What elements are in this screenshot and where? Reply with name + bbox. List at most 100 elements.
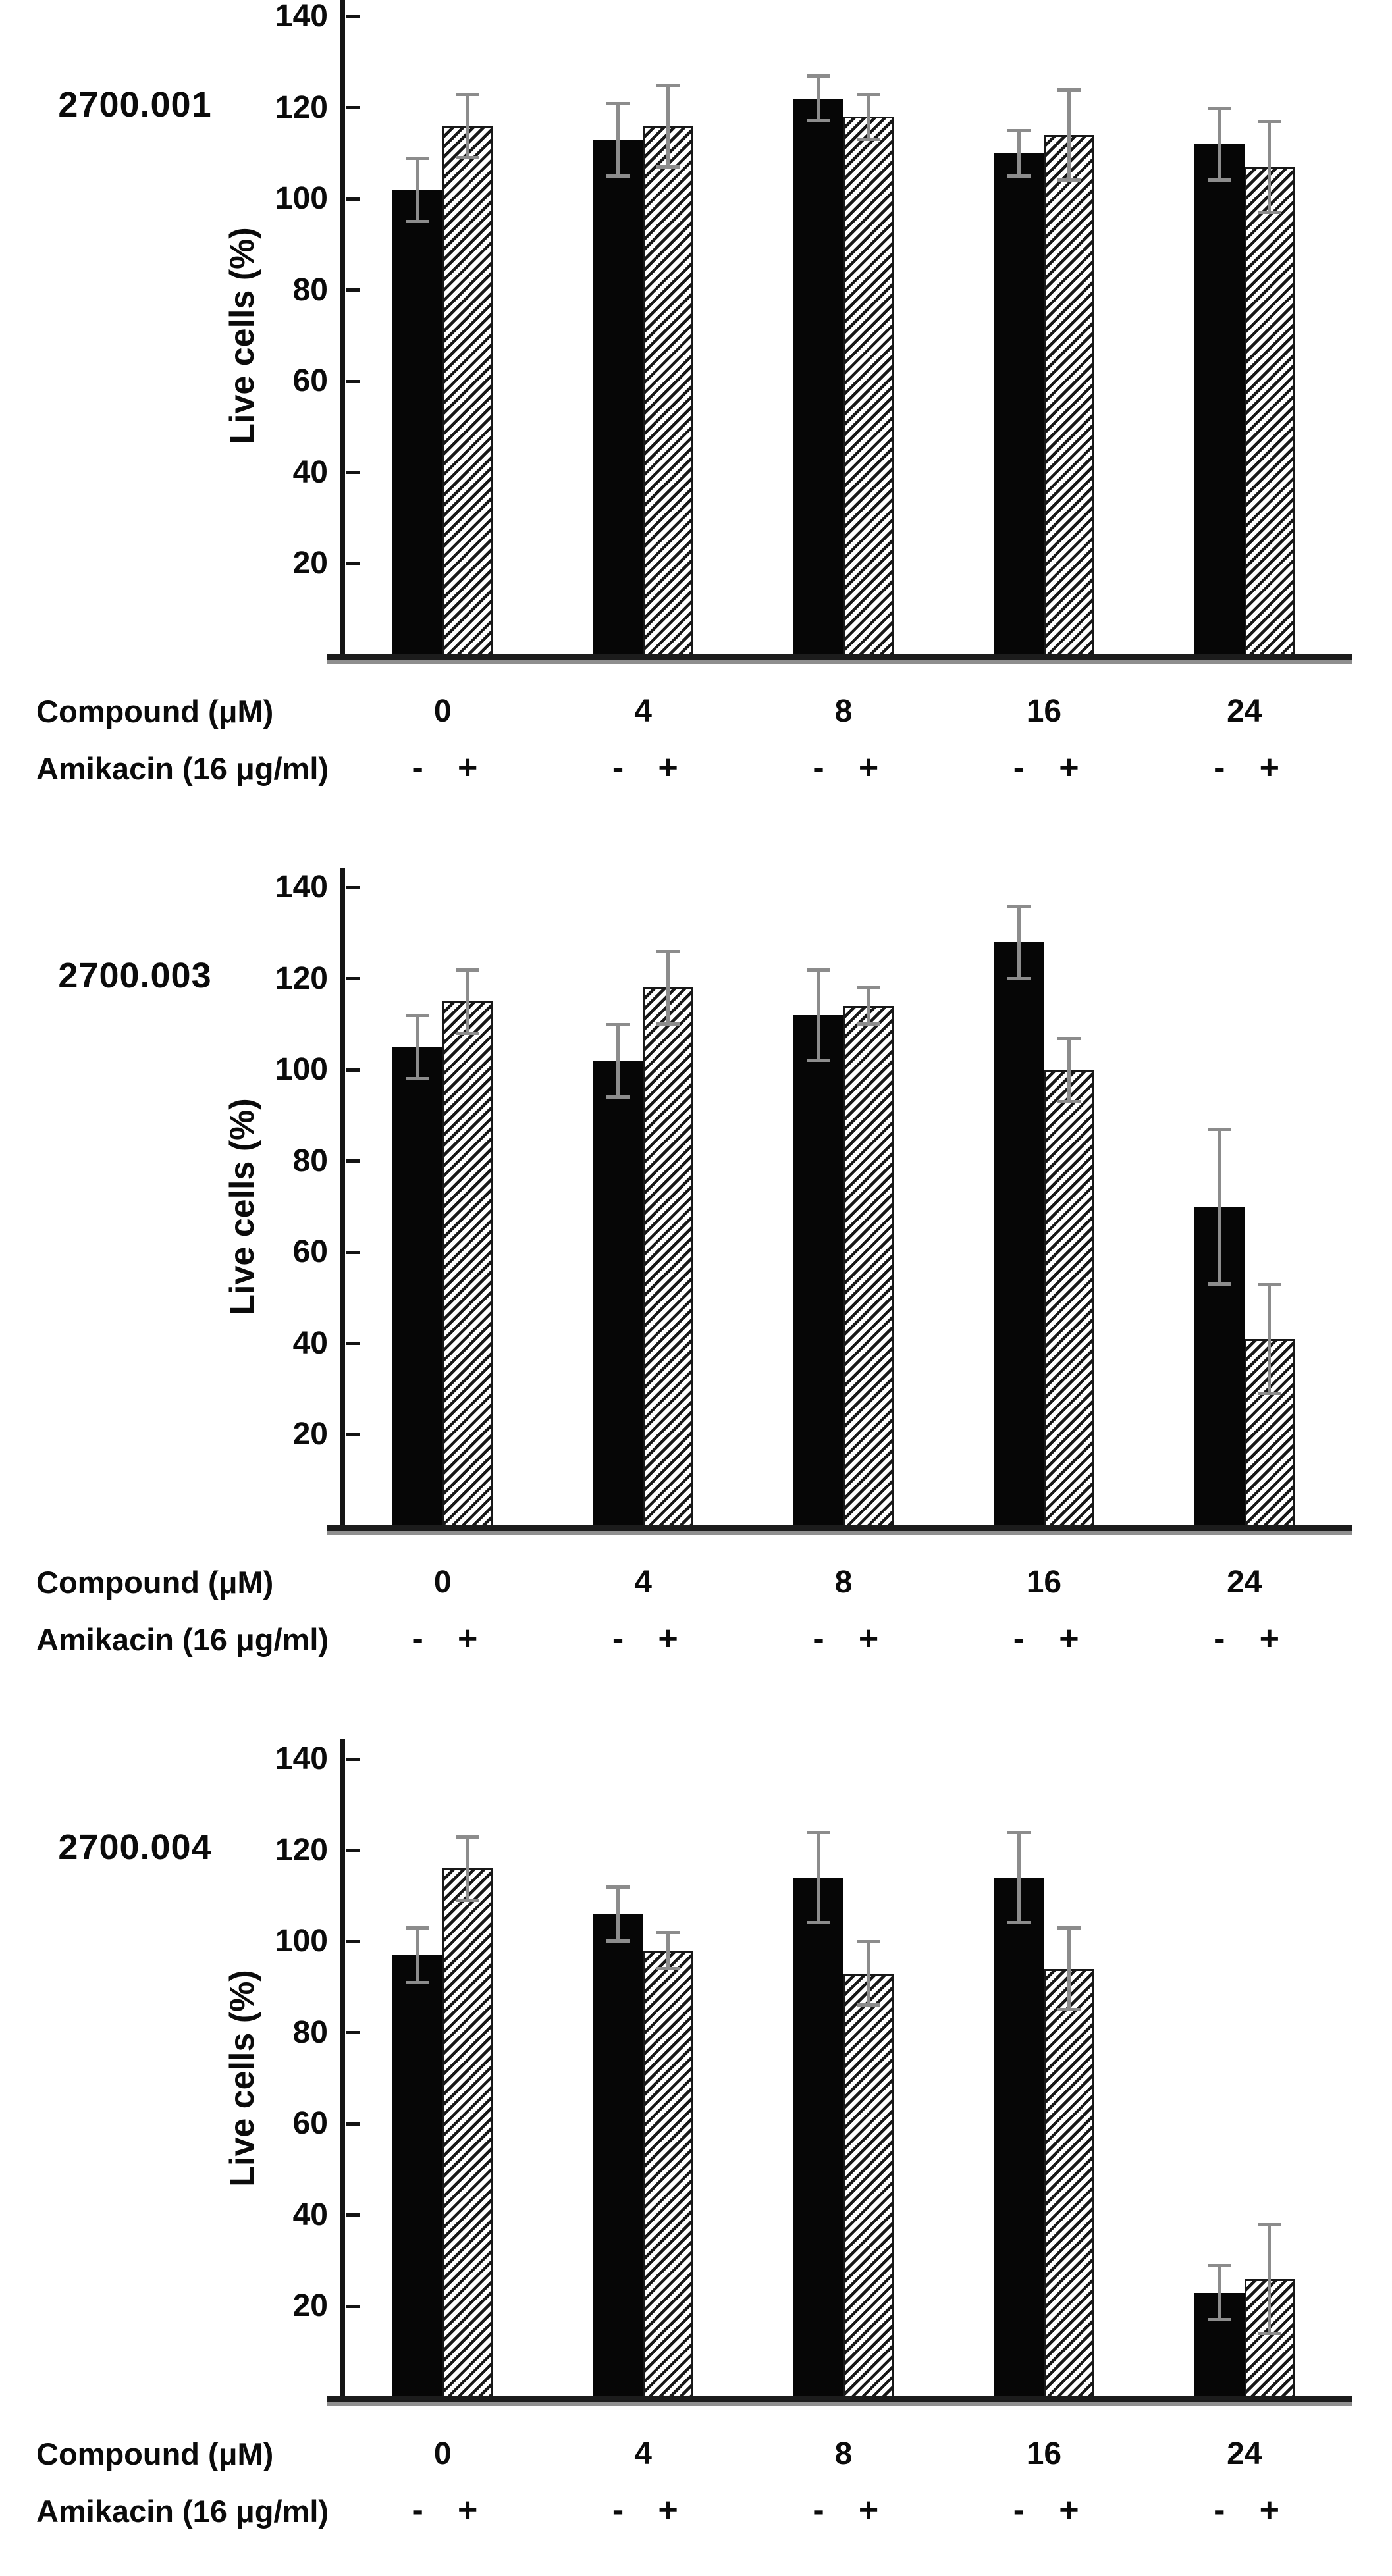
bar-solid-24 — [1194, 2292, 1245, 2400]
y-tick-label-80: 80 — [292, 2014, 328, 2050]
error-cap-bottom-hatched-4 — [656, 165, 680, 169]
error-bar-solid-16 — [1017, 905, 1021, 979]
error-bar-hatched-24 — [1268, 1284, 1272, 1394]
error-cap-bottom-solid-0 — [406, 1980, 430, 1984]
error-bar-solid-8 — [816, 1831, 820, 1924]
x-category-4: 4 — [634, 1565, 652, 1600]
y-tick-label-120: 120 — [275, 960, 328, 996]
x-category-8: 8 — [834, 2436, 853, 2471]
amikacin-plus-0: + — [458, 1619, 478, 1658]
error-bar-hatched-16 — [1067, 1928, 1071, 2011]
error-bar-hatched-16 — [1067, 1038, 1071, 1102]
error-cap-top-hatched-24 — [1257, 120, 1281, 124]
bar-hatched-4 — [643, 1951, 693, 2400]
amikacin-plus-8: + — [858, 749, 879, 787]
error-cap-top-hatched-4 — [656, 83, 680, 87]
error-cap-bottom-hatched-4 — [656, 1022, 680, 1026]
x-category-0: 0 — [433, 2436, 452, 2471]
error-bar-hatched-16 — [1067, 89, 1071, 181]
error-cap-bottom-hatched-16 — [1057, 178, 1081, 182]
bar-solid-0 — [392, 1955, 443, 2400]
y-tick-140 — [346, 1757, 360, 1761]
error-cap-bottom-hatched-16 — [1057, 1099, 1081, 1103]
bar-hatched-8 — [843, 1973, 894, 2400]
error-bar-solid-0 — [415, 1928, 419, 1983]
x-baseline-shadow — [327, 1531, 1352, 1535]
error-cap-top-solid-24 — [1207, 1128, 1231, 1132]
y-tick-label-20: 20 — [292, 546, 328, 581]
amikacin-plus-4: + — [658, 749, 678, 787]
y-tick-label-100: 100 — [275, 181, 328, 217]
y-tick-label-120: 120 — [275, 1832, 328, 1868]
amikacin-minus-0: - — [412, 749, 423, 787]
amikacin-minus-24: - — [1214, 1619, 1225, 1658]
x-baseline — [327, 654, 1352, 660]
x-category-0: 0 — [433, 1565, 452, 1600]
error-bar-solid-16 — [1017, 1831, 1021, 1924]
error-bar-solid-4 — [616, 1887, 620, 1942]
error-cap-top-hatched-16 — [1057, 88, 1081, 92]
error-cap-bottom-solid-4 — [606, 1095, 630, 1099]
bar-solid-16 — [994, 942, 1044, 1528]
error-cap-bottom-hatched-8 — [857, 1022, 880, 1026]
amikacin-minus-4: - — [612, 749, 624, 787]
y-axis-title: Live cells (%) — [223, 227, 261, 444]
error-cap-top-hatched-8 — [857, 92, 880, 96]
error-bar-hatched-4 — [666, 84, 670, 167]
error-cap-top-hatched-16 — [1057, 1926, 1081, 1930]
error-bar-hatched-8 — [867, 93, 870, 140]
error-bar-hatched-4 — [666, 951, 670, 1024]
error-cap-top-solid-8 — [807, 74, 830, 78]
error-cap-bottom-solid-24 — [1207, 178, 1231, 182]
y-axis — [340, 1739, 345, 2398]
y-tick-label-140: 140 — [275, 1741, 328, 1776]
error-bar-hatched-8 — [867, 987, 870, 1024]
amikacin-plus-8: + — [858, 1619, 879, 1658]
x-baseline — [327, 1525, 1352, 1531]
bar-solid-16 — [994, 1878, 1044, 2400]
y-tick-100 — [346, 1939, 360, 1943]
amikacin-plus-4: + — [658, 1619, 678, 1658]
error-cap-top-solid-0 — [406, 156, 430, 160]
x-category-0: 0 — [433, 694, 452, 729]
error-cap-bottom-solid-8 — [807, 1921, 830, 1925]
error-cap-bottom-solid-4 — [606, 174, 630, 178]
bar-solid-16 — [994, 153, 1044, 657]
x-category-24: 24 — [1227, 694, 1262, 729]
error-cap-top-hatched-0 — [456, 1835, 480, 1839]
y-tick-140 — [346, 14, 360, 18]
amikacin-minus-16: - — [1013, 749, 1025, 787]
y-tick-120 — [346, 106, 360, 110]
error-cap-top-hatched-0 — [456, 968, 480, 972]
y-tick-label-40: 40 — [292, 454, 328, 490]
error-cap-bottom-solid-24 — [1207, 1282, 1231, 1286]
error-cap-top-solid-16 — [1007, 904, 1031, 908]
panel-label: 2700.003 — [58, 955, 212, 995]
bar-hatched-4 — [643, 987, 693, 1528]
bar-hatched-16 — [1044, 135, 1094, 657]
y-tick-100 — [346, 1068, 360, 1072]
amikacin-minus-0: - — [412, 1619, 423, 1658]
bar-solid-4 — [593, 1914, 643, 2400]
y-tick-label-60: 60 — [292, 363, 328, 399]
x-axis-compound-label: Compound (μM) — [36, 2436, 274, 2471]
error-bar-hatched-0 — [466, 93, 469, 158]
bar-solid-0 — [392, 1047, 443, 1528]
bar-hatched-0 — [442, 1868, 493, 2400]
amikacin-plus-16: + — [1059, 1619, 1079, 1658]
bar-hatched-4 — [643, 126, 693, 657]
x-category-16: 16 — [1026, 694, 1062, 729]
x-category-16: 16 — [1026, 1565, 1062, 1600]
error-bar-solid-0 — [415, 157, 419, 222]
bar-hatched-8 — [843, 117, 894, 657]
error-cap-bottom-hatched-0 — [456, 155, 480, 159]
x-category-24: 24 — [1227, 1565, 1262, 1600]
error-cap-bottom-solid-16 — [1007, 976, 1031, 980]
amikacin-minus-24: - — [1214, 2491, 1225, 2529]
y-tick-80 — [346, 1159, 360, 1163]
x-category-16: 16 — [1026, 2436, 1062, 2471]
error-bar-hatched-0 — [466, 969, 469, 1034]
error-cap-bottom-solid-16 — [1007, 174, 1031, 178]
